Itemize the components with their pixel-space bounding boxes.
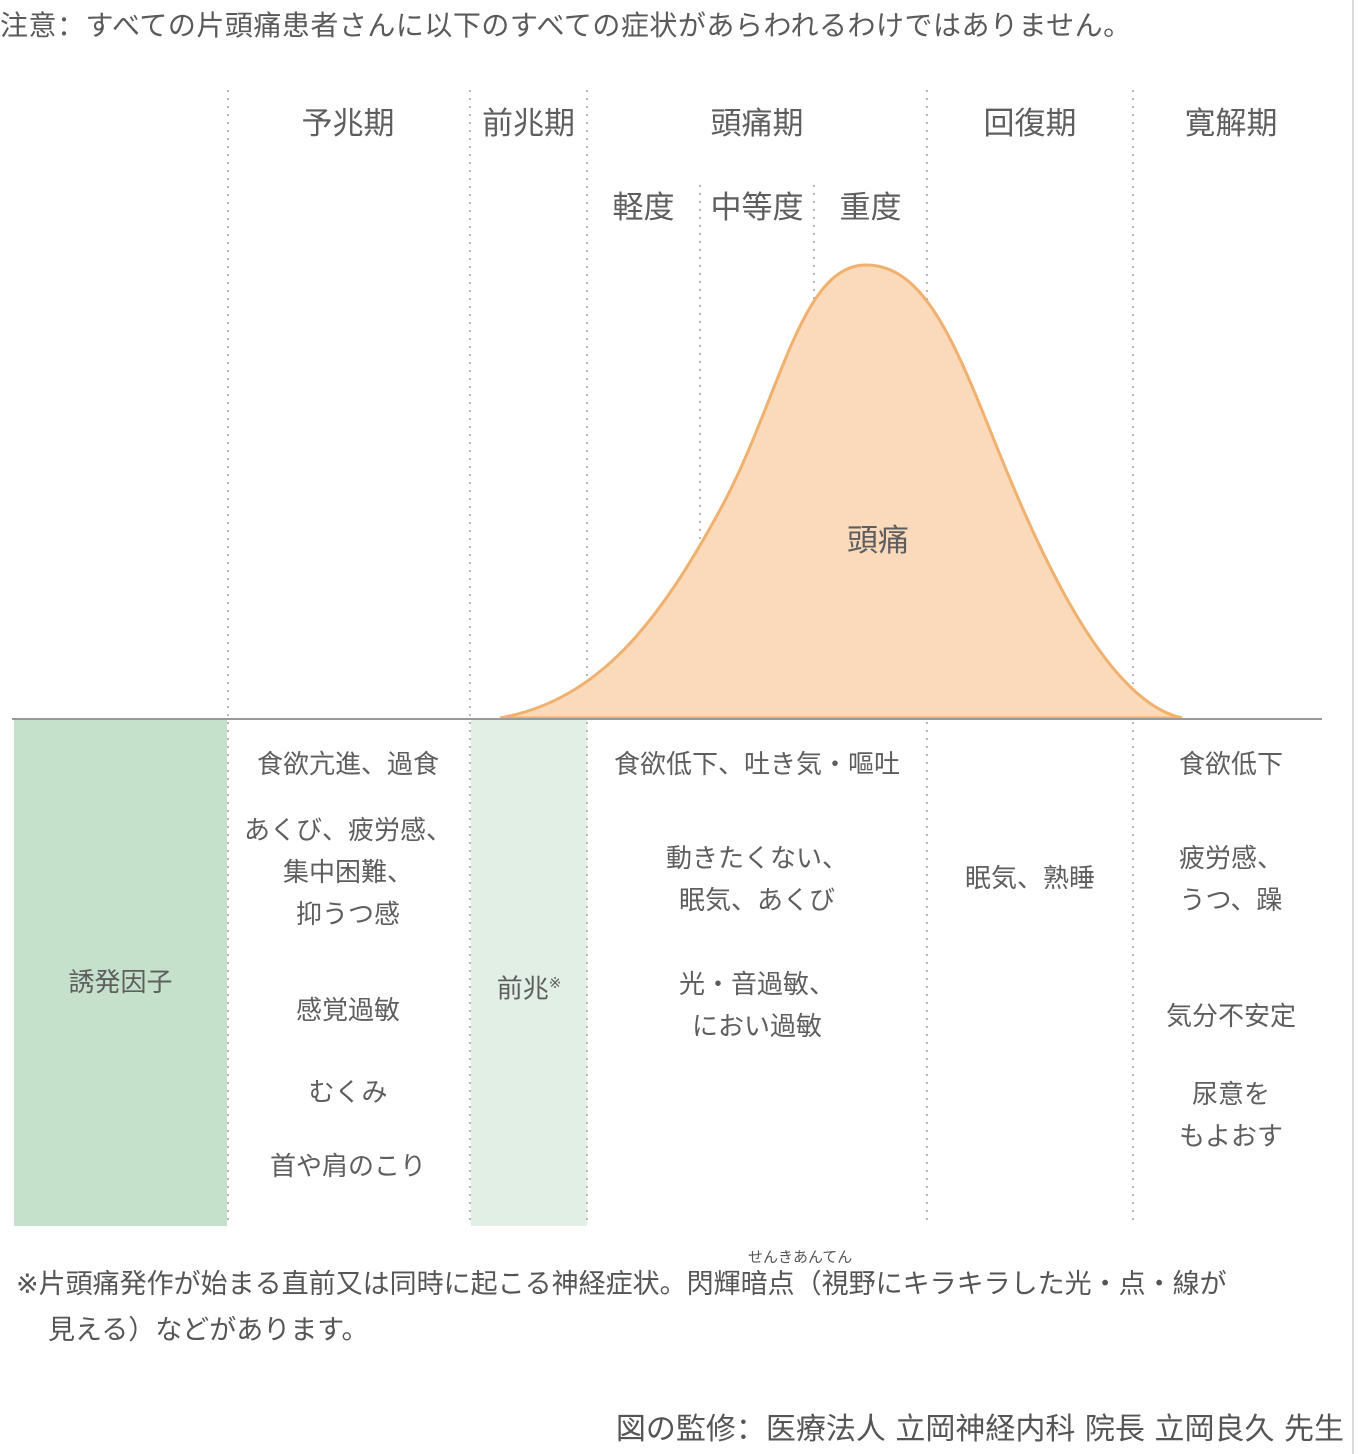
symptom-remission-2: 疲労感、 うつ、躁 [1178, 844, 1283, 916]
trigger-label: 誘発因子 [68, 968, 173, 998]
symptom-remission-1: 食欲低下 [1178, 750, 1283, 780]
footnote-line-2: 見える）などがあります。 [48, 1315, 369, 1346]
symptom-headache-2: 動きたくない、 眠気、あくび [665, 844, 848, 916]
symptom-headache-1: 食欲低下、吐き気・嘔吐 [613, 750, 900, 780]
symptom-prodrome-4: むくみ [308, 1078, 388, 1108]
symptom-recovery-1: 眠気、熟睡 [964, 864, 1095, 894]
phase-dividers [227, 90, 1134, 1222]
symptom-prodrome-1: 食欲亢進、過食 [256, 750, 439, 780]
headache-curve [499, 263, 1183, 720]
symptom-remission-3: 気分不安定 [1165, 1002, 1296, 1032]
symptom-remission-4: 尿意を もよおす [1178, 1080, 1283, 1152]
caution-note: 注意：すべての片頭痛患者さんに以下のすべての症状があらわれるわけではありません。 [0, 9, 1132, 42]
footnote-ruby: せんきあんてん [748, 1248, 853, 1266]
severity-mild: 軽度 [612, 190, 675, 226]
phase-aura: 前兆期 [482, 106, 575, 142]
aura-label: 前兆※ [471, 962, 587, 1011]
phase-prodrome: 予兆期 [301, 106, 395, 142]
severity-severe: 重度 [839, 190, 902, 226]
aura-label-text: 前兆 [496, 974, 549, 1005]
symptom-prodrome-3: 感覚過敏 [295, 996, 400, 1026]
footnote: ※片頭痛発作が始まる直前又は同時に起こる神経症状。閃輝暗点（視野にキラキラした光… [16, 1262, 1336, 1354]
curve-label: 頭痛 [847, 523, 909, 559]
phase-remission: 寛解期 [1184, 106, 1278, 142]
symptom-prodrome-5: 首や肩のこり [269, 1152, 426, 1182]
trigger-cell-background [14, 720, 227, 1226]
phase-headache: 頭痛期 [710, 106, 804, 142]
right-edge-line [1352, 0, 1354, 1454]
aura-cell-background [471, 720, 587, 1226]
aura-label-mark: ※ [548, 974, 562, 992]
severity-moderate: 中等度 [710, 190, 804, 226]
footnote-line-1: ※片頭痛発作が始まる直前又は同時に起こる神経症状。閃輝暗点（視野にキラキラした光… [16, 1269, 1227, 1300]
phase-recovery: 回復期 [983, 106, 1077, 142]
supervision-credit: 図の監修：医療法人 立岡神経内科 院長 立岡良久 先生 [615, 1412, 1344, 1447]
footnote-term: 閃輝暗点 [686, 1269, 795, 1300]
symptom-headache-3: 光・音過敏、 におい過敏 [678, 970, 835, 1042]
symptom-prodrome-2: あくび、疲労感、 集中困難、 抑うつ感 [243, 816, 452, 930]
